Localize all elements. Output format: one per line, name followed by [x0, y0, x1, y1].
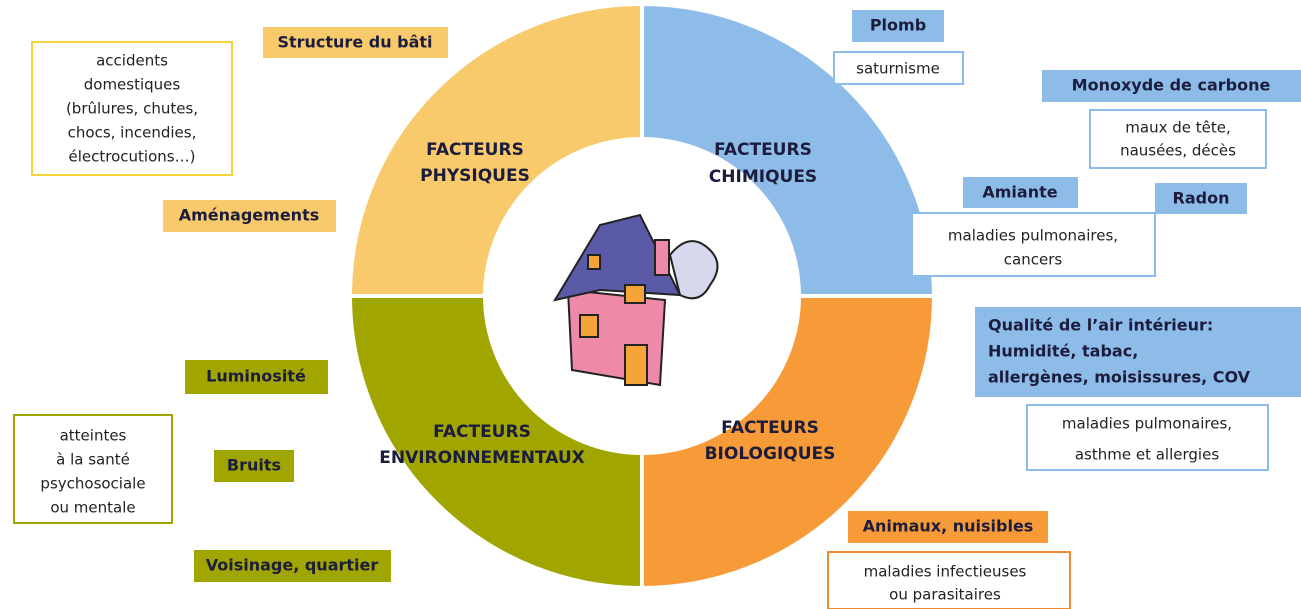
- quadrant-title: BIOLOGIQUES: [705, 444, 836, 464]
- quadrant-title: FACTEURS: [433, 422, 531, 442]
- factor-tag: Radon: [1173, 189, 1230, 208]
- factor-tag: Luminosité: [206, 367, 306, 386]
- effect-text: atteintes: [60, 427, 127, 445]
- factor-tag: Animaux, nuisibles: [863, 517, 1034, 536]
- house-icon: [555, 215, 718, 385]
- effect-text: maux de tête,: [1125, 119, 1230, 137]
- quadrant-title: CHIMIQUES: [709, 167, 817, 187]
- effect-text: saturnisme: [856, 60, 940, 78]
- factor-tag: Monoxyde de carbone: [1072, 76, 1271, 95]
- effect-text: ou parasitaires: [889, 586, 1001, 604]
- effect-text: maladies infectieuses: [864, 563, 1027, 581]
- factor-tag: Plomb: [870, 16, 926, 35]
- factor-tag: Aménagements: [179, 206, 319, 225]
- quadrant-title: PHYSIQUES: [420, 166, 530, 186]
- effect-text: chocs, incendies,: [68, 124, 197, 142]
- factor-tag: Bruits: [227, 456, 281, 475]
- effect-text: électrocutions…): [69, 148, 196, 166]
- diagram: FACTEURS PHYSIQUES FACTEURS CHIMIQUES FA…: [0, 0, 1301, 609]
- factor-tag: allergènes, moisissures, COV: [988, 368, 1251, 387]
- quadrant-title: FACTEURS: [714, 140, 812, 160]
- effect-text: asthme et allergies: [1075, 446, 1219, 464]
- page: FACTEURS PHYSIQUES FACTEURS CHIMIQUES FA…: [0, 0, 1301, 609]
- factor-tag: Qualité de l’air intérieur:: [988, 316, 1213, 335]
- factor-tag: Voisinage, quartier: [206, 556, 379, 575]
- effect-text: cancers: [1004, 251, 1063, 269]
- factor-tag: Amiante: [982, 183, 1057, 202]
- effect-text: maladies pulmonaires,: [1062, 415, 1232, 433]
- effect-text: à la santé: [56, 451, 130, 469]
- quadrant-title: FACTEURS: [721, 418, 819, 438]
- factor-tag: Humidité, tabac,: [988, 342, 1138, 361]
- effect-text: (brûlures, chutes,: [66, 100, 198, 118]
- effect-text: maladies pulmonaires,: [948, 227, 1118, 245]
- quadrant-title: FACTEURS: [426, 140, 524, 160]
- effect-text: ou mentale: [50, 499, 135, 517]
- effect-text: psychosociale: [40, 475, 145, 493]
- quadrant-title: ENVIRONNEMENTAUX: [379, 448, 585, 468]
- quadrant-biological: [642, 296, 934, 588]
- factor-tag: Structure du bâti: [277, 33, 432, 52]
- effect-text: domestiques: [84, 76, 181, 94]
- effect-text: nausées, décès: [1120, 142, 1236, 160]
- effect-text: accidents: [96, 52, 168, 70]
